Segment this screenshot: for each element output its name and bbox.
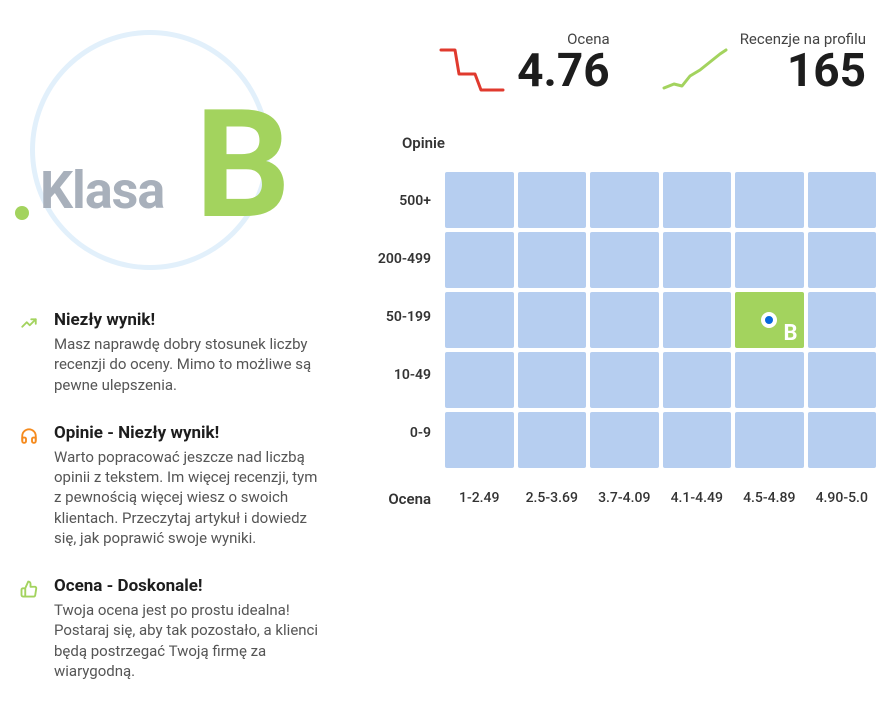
info-title: Opinie - Niezły wynik! <box>54 423 322 443</box>
headphones-icon <box>20 423 40 548</box>
grid-cell <box>808 412 877 468</box>
spark-down-icon <box>437 44 507 94</box>
grid-cell <box>590 352 659 408</box>
grid-cell: B <box>735 292 804 348</box>
grid-cell <box>590 232 659 288</box>
grid-cell <box>735 412 804 468</box>
grid-cell <box>518 172 587 228</box>
stat-reviews: Recenzje na profilu 165 <box>660 30 866 94</box>
grid-cell <box>663 352 732 408</box>
stat-value: 165 <box>740 48 866 94</box>
grid-cell <box>590 172 659 228</box>
spark-up-icon <box>660 44 730 94</box>
grid-cell <box>663 232 732 288</box>
grid-cell <box>445 412 514 468</box>
grid-cell <box>518 352 587 408</box>
grid-cell <box>808 172 877 228</box>
info-item: Ocena - Doskonale! Twoja ocena jest po p… <box>20 576 330 681</box>
grid-cell <box>735 232 804 288</box>
info-text: Masz naprawdę dobry stosunek liczby rece… <box>54 334 322 395</box>
x-axis-labels: 1-2.49 2.5-3.69 3.7-4.09 4.1-4.49 4.5-4.… <box>445 490 876 508</box>
heatmap-grid: Opinie 500+ 200-499 50-199 10-49 0-9 B O… <box>350 134 876 508</box>
grid-cell <box>735 352 804 408</box>
grid-cell <box>808 232 877 288</box>
grid-cell <box>735 172 804 228</box>
grid-cell <box>808 292 877 348</box>
trend-up-icon <box>20 310 40 395</box>
grid-cell <box>445 172 514 228</box>
y-label: 500+ <box>350 172 445 230</box>
y-label: 50-199 <box>350 288 445 346</box>
info-title: Ocena - Doskonale! <box>54 576 322 596</box>
grid-cell <box>590 292 659 348</box>
x-label: 4.5-4.89 <box>735 490 804 508</box>
y-axis-labels: 500+ 200-499 50-199 10-49 0-9 <box>350 172 445 468</box>
grid-cell <box>445 352 514 408</box>
grid-cell <box>518 232 587 288</box>
class-dot <box>15 206 29 220</box>
info-item: Opinie - Niezły wynik! Warto popracować … <box>20 423 330 548</box>
stats-row: Ocena 4.76 Recenzje na profilu 165 <box>350 30 876 94</box>
class-label: Klasa <box>40 160 164 221</box>
grid-cell <box>445 232 514 288</box>
class-grade: B <box>195 90 286 240</box>
class-badge: Klasa B <box>20 30 330 260</box>
grid-cell <box>663 412 732 468</box>
grid-cell <box>518 292 587 348</box>
grid-marker-icon <box>761 312 777 328</box>
y-label: 0-9 <box>350 404 445 462</box>
info-list: Niezły wynik! Masz naprawdę dobry stosun… <box>20 310 330 681</box>
x-label: 2.5-3.69 <box>518 490 587 508</box>
grid-cell <box>445 292 514 348</box>
y-label: 10-49 <box>350 346 445 404</box>
stat-rating: Ocena 4.76 <box>437 30 610 94</box>
grid-x-title: Ocena <box>350 490 445 508</box>
x-label: 4.1-4.49 <box>663 490 732 508</box>
info-text: Twoja ocena jest po prostu idealna! Post… <box>54 600 322 681</box>
grid-cells: B <box>445 172 876 468</box>
info-title: Niezły wynik! <box>54 310 322 330</box>
info-item: Niezły wynik! Masz naprawdę dobry stosun… <box>20 310 330 395</box>
grid-cell <box>590 412 659 468</box>
x-label: 3.7-4.09 <box>590 490 659 508</box>
thumb-up-icon <box>20 576 40 681</box>
stat-value: 4.76 <box>517 48 610 94</box>
grid-cell <box>663 292 732 348</box>
info-text: Warto popracować jeszcze nad liczbą opin… <box>54 447 322 548</box>
y-label: 200-499 <box>350 230 445 288</box>
grid-highlight-letter: B <box>783 321 797 346</box>
x-label: 1-2.49 <box>445 490 514 508</box>
grid-cell <box>663 172 732 228</box>
x-label: 4.90-5.0 <box>808 490 877 508</box>
grid-cell <box>808 352 877 408</box>
grid-cell <box>518 412 587 468</box>
grid-y-title: Opinie <box>350 134 445 152</box>
